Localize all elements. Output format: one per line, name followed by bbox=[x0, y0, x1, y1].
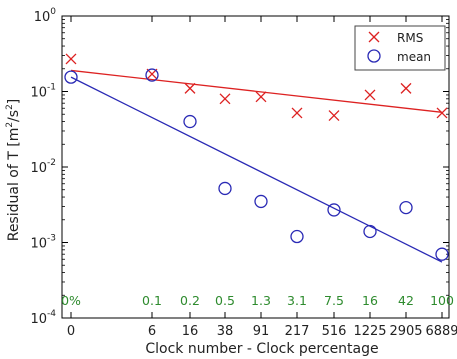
percent-label: 0.1 bbox=[142, 293, 162, 308]
percent-label: 1.3 bbox=[251, 293, 271, 308]
x-axis-title: Clock number - Clock percentage bbox=[145, 341, 378, 357]
x-tick-label: 91 bbox=[253, 324, 270, 339]
mean-point bbox=[145, 68, 159, 82]
y-tick-label: 10-2 bbox=[30, 158, 56, 176]
y-axis-title-main: Residual of T [m bbox=[6, 128, 22, 242]
rms-point bbox=[184, 82, 196, 94]
y-axis-title-mid: /s bbox=[6, 110, 22, 122]
data-markers bbox=[64, 53, 449, 261]
percent-label: 0.2 bbox=[180, 293, 200, 308]
rms-point bbox=[400, 82, 412, 94]
plot-area-frame bbox=[61, 15, 450, 319]
mean-point bbox=[254, 194, 268, 209]
legend: RMS mean bbox=[354, 25, 446, 71]
percent-label: 0.5 bbox=[215, 293, 235, 308]
x-tick-label: 6889 bbox=[425, 324, 457, 339]
y-tick-labels: 10-4 10-3 10-2 10-1 100 bbox=[30, 7, 56, 327]
y-axis-title: Residual of T [m2/s2] bbox=[5, 99, 22, 242]
x-tick-label: 217 bbox=[285, 324, 310, 339]
y-axis-title-sup1: 2 bbox=[5, 122, 15, 128]
y-tick-label: 10-3 bbox=[30, 234, 56, 252]
legend-rms-marker bbox=[368, 31, 380, 43]
percent-label: 16 bbox=[362, 293, 378, 308]
legend-mean-marker bbox=[367, 49, 381, 63]
mean-point bbox=[64, 70, 78, 84]
y-tick-label: 100 bbox=[34, 7, 57, 25]
percent-label: 7.5 bbox=[324, 293, 344, 308]
mean-point bbox=[399, 200, 413, 215]
rms-point bbox=[291, 107, 303, 119]
rms-fit-line bbox=[70, 69, 443, 113]
rms-point bbox=[328, 110, 340, 122]
percent-label: 0% bbox=[61, 293, 81, 308]
rms-point bbox=[65, 53, 77, 65]
x-tick-label: 0 bbox=[67, 324, 75, 339]
mean-point bbox=[183, 114, 197, 129]
mean-point bbox=[435, 247, 449, 261]
rms-point bbox=[436, 107, 448, 119]
y-tick-label: 10-1 bbox=[30, 83, 56, 101]
x-tick-marks bbox=[70, 16, 443, 318]
legend-mean-label: mean bbox=[397, 50, 431, 64]
percent-labels: 0% 0.1 0.2 0.5 1.3 3.1 7.5 16 42 100 bbox=[61, 293, 454, 308]
x-tick-label: 6 bbox=[148, 324, 156, 339]
y-tick-label: 10-4 bbox=[30, 309, 56, 327]
fit-lines bbox=[70, 69, 443, 263]
x-tick-label: 516 bbox=[322, 324, 347, 339]
legend-rms-label: RMS bbox=[397, 31, 423, 45]
mean-point bbox=[218, 181, 232, 196]
x-tick-label: 1225 bbox=[353, 324, 386, 339]
x-tick-label: 2905 bbox=[389, 324, 422, 339]
mean-point bbox=[290, 229, 304, 244]
y-axis-title-sup2: 2 bbox=[5, 104, 15, 110]
percent-label: 100 bbox=[430, 293, 454, 308]
mean-point bbox=[327, 203, 341, 217]
x-tick-labels: 0 6 16 38 91 217 516 1225 2905 6889 bbox=[67, 324, 457, 339]
x-tick-label: 16 bbox=[182, 324, 199, 339]
y-axis-title-end: ] bbox=[6, 99, 22, 104]
mean-point bbox=[363, 224, 377, 239]
percent-label: 3.1 bbox=[287, 293, 307, 308]
x-tick-label: 38 bbox=[217, 324, 234, 339]
rms-point bbox=[219, 93, 231, 105]
rms-point bbox=[364, 89, 376, 101]
rms-point bbox=[255, 91, 267, 103]
percent-label: 42 bbox=[398, 293, 414, 308]
mean-fit-line bbox=[70, 76, 443, 263]
